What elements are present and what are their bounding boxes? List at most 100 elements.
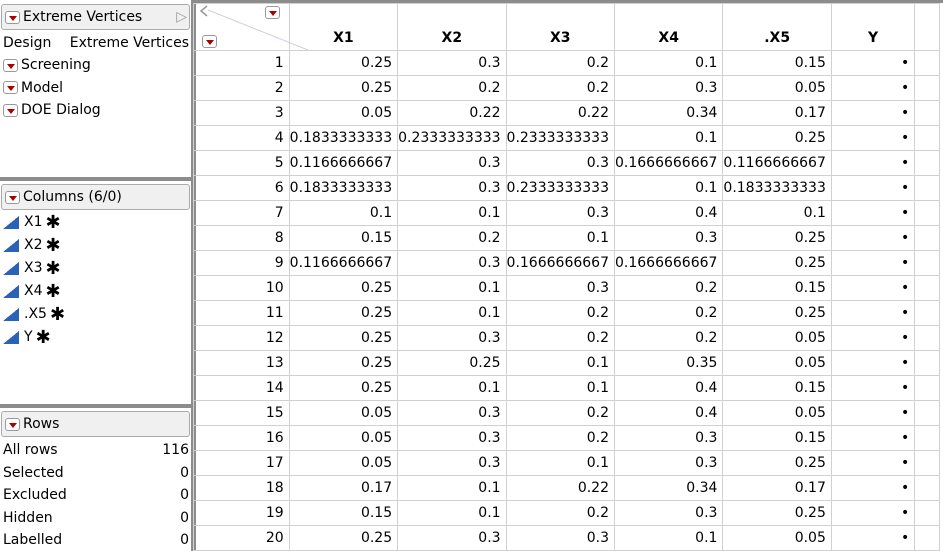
column-header[interactable]: X4 — [613, 3, 724, 51]
row-number[interactable]: 9 — [193, 250, 290, 276]
panel-divider[interactable] — [0, 404, 191, 408]
table-cell: 0.15 — [722, 425, 832, 451]
column-item[interactable]: .X5 ✱ — [3, 303, 65, 325]
row-number[interactable]: 6 — [193, 175, 290, 201]
table-cell: 0.25 — [722, 500, 832, 526]
row-number[interactable]: 10 — [193, 275, 290, 301]
table-script-item[interactable]: DOE Dialog — [3, 99, 101, 121]
column-header[interactable]: .X5 — [722, 3, 832, 51]
table-row[interactable]: 14 0.25 0.1 0.1 0.4 0.15 • — [193, 375, 940, 401]
column-header[interactable]: X3 — [505, 3, 615, 51]
rows-panel-header[interactable]: Rows — [1, 411, 190, 437]
table-row[interactable]: 4 0.1833333333 0.2333333333 0.2333333333 0.1… — [193, 125, 940, 151]
table-row[interactable]: 6 0.1833333333 0.3 0.2333333333 0.1 0.1833333… — [193, 175, 940, 201]
table-cell: • — [830, 125, 916, 151]
rows-state-label: Hidden — [3, 509, 53, 526]
table-cell: • — [830, 525, 916, 551]
red-triangle-menu-icon[interactable] — [5, 190, 20, 204]
table-script-item[interactable]: Model — [3, 77, 63, 99]
table-corner — [193, 3, 309, 51]
columns-menu-icon[interactable] — [264, 6, 280, 19]
table-row[interactable]: 5 0.1166666667 0.3 0.3 0.1666666667 0.1166666… — [193, 150, 940, 176]
row-number[interactable]: 18 — [193, 475, 290, 501]
column-header[interactable]: Y — [830, 3, 916, 51]
table-row[interactable]: 20 0.25 0.3 0.3 0.1 0.05 • — [193, 525, 940, 551]
table-cell: 0.15 — [722, 275, 832, 301]
table-row[interactable]: 2 0.25 0.2 0.2 0.3 0.05 • — [193, 75, 940, 101]
table-row[interactable]: 7 0.1 0.1 0.3 0.4 0.1 • — [193, 200, 940, 226]
asterisk-property-icon[interactable]: ✱ — [45, 211, 61, 233]
table-row[interactable]: 8 0.15 0.2 0.1 0.3 0.25 • — [193, 225, 940, 251]
asterisk-property-icon[interactable]: ✱ — [35, 326, 51, 348]
table-cell: 0.1 — [722, 200, 832, 226]
row-number[interactable]: 12 — [193, 325, 290, 351]
row-number[interactable]: 19 — [193, 500, 290, 526]
column-item[interactable]: X3 ✱ — [3, 257, 61, 279]
column-item[interactable]: X4 ✱ — [3, 280, 61, 302]
column-item[interactable]: X1 ✱ — [3, 211, 61, 233]
table-row[interactable]: 13 0.25 0.25 0.1 0.35 0.05 • — [193, 350, 940, 376]
table-row[interactable]: 10 0.25 0.1 0.3 0.2 0.15 • — [193, 275, 940, 301]
table-cell: 0.2 — [505, 325, 615, 351]
asterisk-property-icon[interactable]: ✱ — [45, 234, 61, 256]
panel-divider[interactable] — [0, 177, 191, 181]
table-row[interactable]: 17 0.05 0.3 0.1 0.3 0.25 • — [193, 450, 940, 476]
red-triangle-menu-icon[interactable] — [3, 58, 18, 72]
continuous-column-icon — [3, 261, 19, 275]
table-row[interactable]: 19 0.15 0.1 0.2 0.3 0.25 • — [193, 500, 940, 526]
table-cell: 0.05 — [722, 350, 832, 376]
table-cell: 0.3 — [505, 150, 615, 176]
rows-menu-icon[interactable] — [202, 35, 217, 48]
table-row[interactable]: 11 0.25 0.1 0.2 0.2 0.25 • — [193, 300, 940, 326]
row-number[interactable]: 14 — [193, 375, 290, 401]
red-triangle-menu-icon[interactable] — [5, 10, 20, 24]
table-cell: 0.2 — [505, 500, 615, 526]
table-cell: 0.1 — [613, 50, 724, 76]
table-cell: 0.05 — [288, 100, 399, 126]
top-border — [196, 0, 943, 3]
row-number[interactable]: 11 — [193, 300, 290, 326]
columns-panel-header[interactable]: Columns (6/0) — [1, 184, 190, 210]
asterisk-property-icon[interactable]: ✱ — [45, 257, 61, 279]
row-number[interactable]: 15 — [193, 400, 290, 426]
column-item[interactable]: X2 ✱ — [3, 234, 61, 256]
table-row[interactable]: 3 0.05 0.22 0.22 0.34 0.17 • — [193, 100, 940, 126]
row-number[interactable]: 8 — [193, 225, 290, 251]
column-header[interactable]: X2 — [397, 3, 507, 51]
column-item[interactable]: Y ✱ — [3, 326, 51, 348]
table-cell: • — [830, 175, 916, 201]
row-number[interactable]: 20 — [193, 525, 290, 551]
table-row[interactable]: 16 0.05 0.3 0.2 0.3 0.15 • — [193, 425, 940, 451]
table-row[interactable]: 15 0.05 0.3 0.2 0.4 0.05 • — [193, 400, 940, 426]
table-cell: • — [830, 375, 916, 401]
red-triangle-menu-icon[interactable] — [3, 103, 18, 117]
row-number[interactable]: 16 — [193, 425, 290, 451]
column-header[interactable]: X1 — [288, 3, 399, 51]
table-script-item[interactable]: Screening — [3, 54, 91, 76]
row-number[interactable]: 1 — [193, 50, 290, 76]
asterisk-property-icon[interactable]: ✱ — [45, 280, 61, 302]
table-cell: • — [830, 425, 916, 451]
row-number[interactable]: 17 — [193, 450, 290, 476]
collapse-arrow-icon[interactable]: ▷ — [176, 9, 187, 25]
row-number[interactable]: 3 — [193, 100, 290, 126]
table-row[interactable]: 18 0.17 0.1 0.22 0.34 0.17 • — [193, 475, 940, 501]
row-number[interactable]: 7 — [193, 200, 290, 226]
table-cell: 0.25 — [722, 225, 832, 251]
empty-cell — [914, 350, 940, 376]
table-cell: 0.05 — [722, 525, 832, 551]
red-triangle-menu-icon[interactable] — [5, 417, 20, 431]
red-triangle-menu-icon[interactable] — [3, 81, 18, 94]
row-number[interactable]: 2 — [193, 75, 290, 101]
empty-cell — [914, 225, 940, 251]
table-row[interactable]: 12 0.25 0.3 0.2 0.2 0.05 • — [193, 325, 940, 351]
design-panel-header[interactable]: Extreme Vertices ▷ — [1, 4, 190, 30]
row-number[interactable]: 4 — [193, 125, 290, 151]
table-row[interactable]: 9 0.1166666667 0.3 0.1666666667 0.1666666667… — [193, 250, 940, 276]
rows-state-item: All rows 116 — [3, 439, 189, 461]
row-number[interactable]: 5 — [193, 150, 290, 176]
table-row[interactable]: 1 0.25 0.3 0.2 0.1 0.15 • — [193, 50, 940, 76]
table-cell: 0.1833333333 — [288, 125, 399, 151]
row-number[interactable]: 13 — [193, 350, 290, 376]
asterisk-property-icon[interactable]: ✱ — [49, 303, 66, 325]
